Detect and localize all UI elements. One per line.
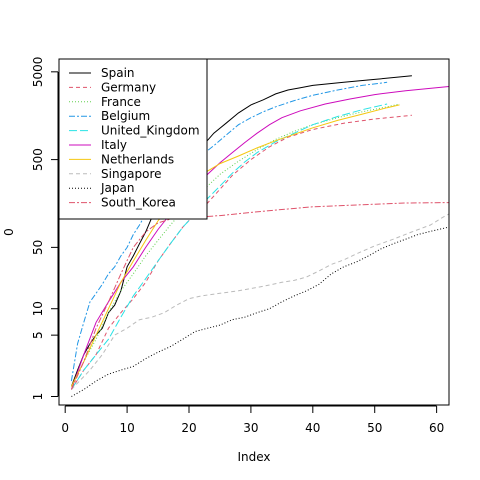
legend-label-3: Belgium: [101, 109, 150, 123]
plot-frame: [58, 58, 450, 406]
y-axis-label: 0: [2, 228, 16, 236]
series-line-7: [71, 213, 450, 390]
x-axis-label: Index: [237, 450, 270, 464]
legend-label-6: Netherlands: [101, 152, 174, 166]
y-tick-label-3: 50: [31, 240, 45, 255]
y-tick-label-4: 500: [31, 148, 45, 171]
x-tick-label-3: 30: [243, 421, 258, 435]
y-tick-label-5: 5000: [31, 57, 45, 88]
legend-label-7: Singapore: [101, 167, 162, 181]
legend-label-5: Italy: [101, 138, 127, 152]
legend: SpainGermanyFranceBelgiumUnited_KingdomI…: [58, 58, 208, 220]
x-tick-label-0: 0: [61, 421, 69, 435]
series-line-1: [70, 114, 412, 390]
x-tick-label-2: 20: [181, 421, 196, 435]
series-line-9: [70, 202, 450, 390]
x-tick-label-6: 60: [429, 421, 444, 435]
legend-label-1: Germany: [101, 80, 156, 94]
y-tick-label-2: 10: [31, 301, 45, 316]
x-tick-label-4: 40: [305, 421, 320, 435]
y-tick-label-1: 5: [31, 331, 45, 339]
legend-label-2: France: [101, 95, 141, 109]
x-tick-label-1: 10: [119, 421, 134, 435]
x-tick-label-5: 50: [367, 421, 382, 435]
legend-label-8: Japan: [100, 181, 134, 195]
y-tick-label-0: 1: [31, 393, 45, 401]
legend-label-9: South_Korea: [101, 196, 176, 210]
legend-label-0: Spain: [101, 66, 135, 80]
axes: 0 10 20 30 40 50 60 1 5 10 50 500 5000: [31, 57, 444, 435]
legend-box: [58, 58, 208, 220]
legend-label-4: United_Kingdom: [101, 124, 200, 138]
